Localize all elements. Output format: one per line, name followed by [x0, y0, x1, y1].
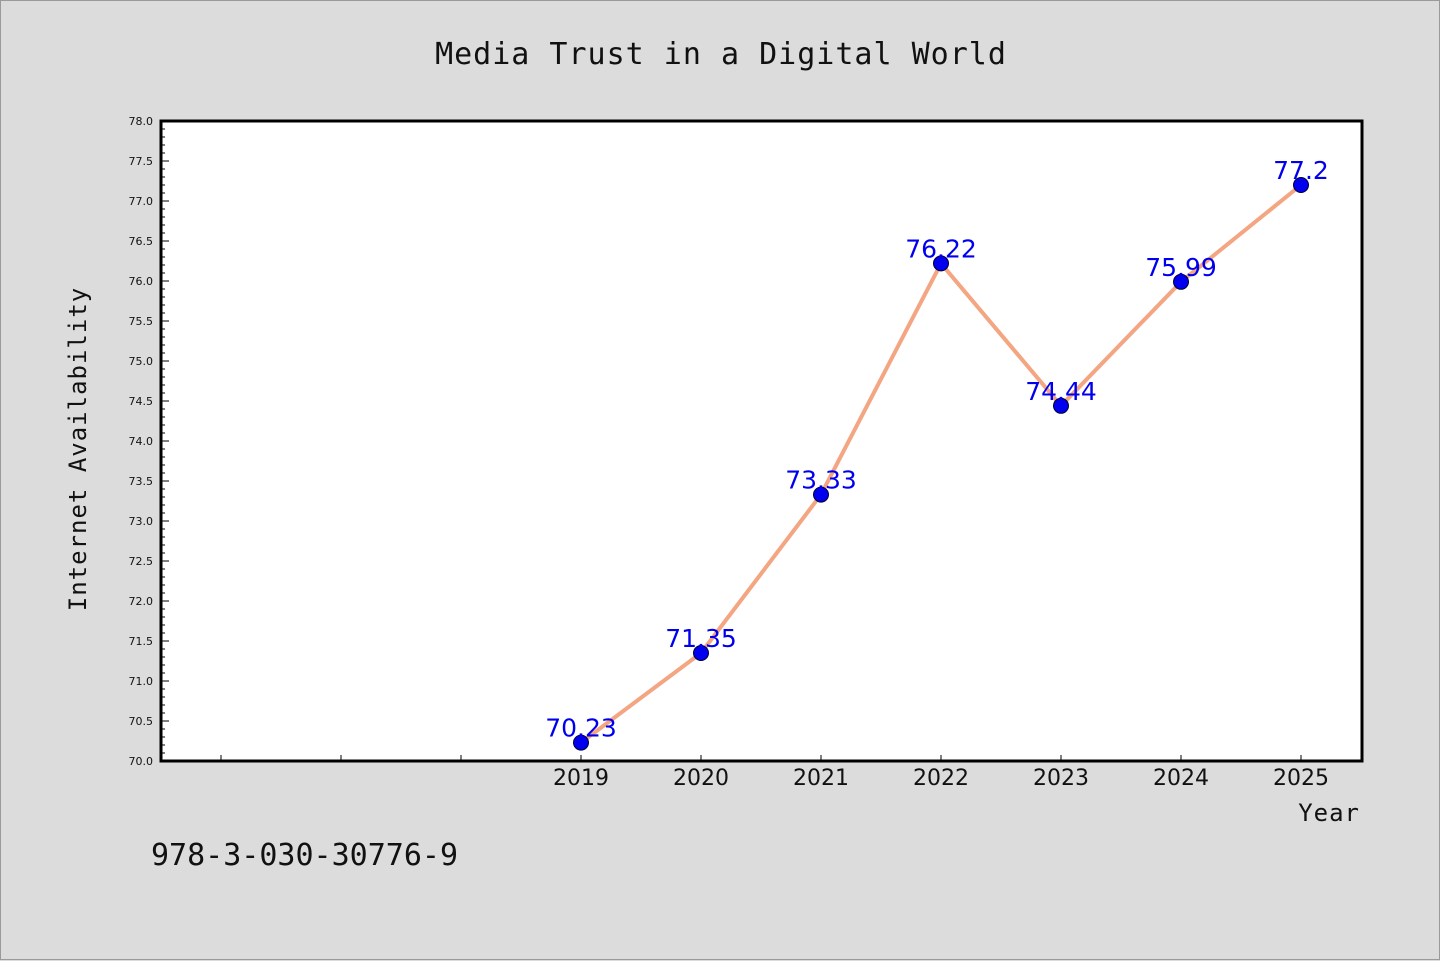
y-tick-label: 75.0	[129, 355, 154, 368]
data-point	[693, 645, 709, 661]
x-tick-label: 2023	[1033, 766, 1089, 791]
x-tick-label: 2019	[553, 766, 609, 791]
y-tick-label: 77.0	[129, 195, 154, 208]
x-tick-label: 2020	[673, 766, 729, 791]
x-tick-label: 2024	[1153, 766, 1209, 791]
y-tick-label: 70.5	[129, 715, 154, 728]
data-point	[1053, 397, 1069, 414]
x-tick-label: 2021	[793, 766, 849, 791]
data-label: 77.2	[1273, 156, 1329, 185]
data-label: 74.44	[1025, 377, 1097, 406]
y-tick-label: 73.5	[129, 475, 154, 488]
y-tick-label: 76.0	[129, 275, 154, 288]
y-tick-label: 74.5	[129, 395, 154, 408]
x-axis: 2019 2020 2021 2022 2023 2024 2025	[220, 755, 1329, 791]
data-label: 76.22	[905, 234, 977, 263]
data-point	[1173, 273, 1189, 290]
y-tick-label: 73.0	[129, 515, 154, 528]
data-label: 71.35	[665, 624, 737, 653]
y-tick-label: 70.0	[129, 755, 154, 768]
y-tick-label: 72.0	[129, 595, 154, 608]
data-point	[573, 734, 589, 751]
y-tick-label: 74.0	[129, 435, 154, 448]
data-label: 73.33	[785, 466, 857, 495]
plot-area	[159, 119, 1364, 763]
y-tick-label: 75.5	[129, 315, 154, 328]
isbn-footnote: 978-3-030-30776-9	[151, 838, 458, 873]
data-labels-group: 70.23 71.35 73.33 76.22 74.44 75.99 77.2	[545, 156, 1329, 743]
markers-group	[573, 177, 1309, 751]
data-point	[933, 255, 949, 272]
x-axis-title: Year	[1298, 799, 1360, 827]
x-tick-label: 2022	[913, 766, 969, 791]
y-tick-label: 71.0	[129, 675, 154, 688]
y-tick-label: 72.5	[129, 555, 154, 568]
y-tick-label: 78.0	[129, 115, 154, 128]
data-point	[1293, 177, 1309, 193]
y-tick-label: 77.5	[129, 155, 154, 168]
y-axis: 70.0 70.5 71.0 71.5 72.0 72.5 73.0 73.5 74.0 74.5…	[129, 115, 169, 768]
y-axis-title: Internet Availability	[64, 287, 92, 611]
data-label: 70.23	[545, 714, 617, 743]
y-tick-label: 71.5	[129, 635, 154, 648]
x-tick-label: 2025	[1273, 766, 1329, 791]
chart-title: Media Trust in a Digital World	[435, 37, 1007, 72]
data-label: 75.99	[1145, 253, 1217, 282]
data-point	[813, 486, 829, 503]
y-tick-label: 76.5	[129, 235, 154, 248]
